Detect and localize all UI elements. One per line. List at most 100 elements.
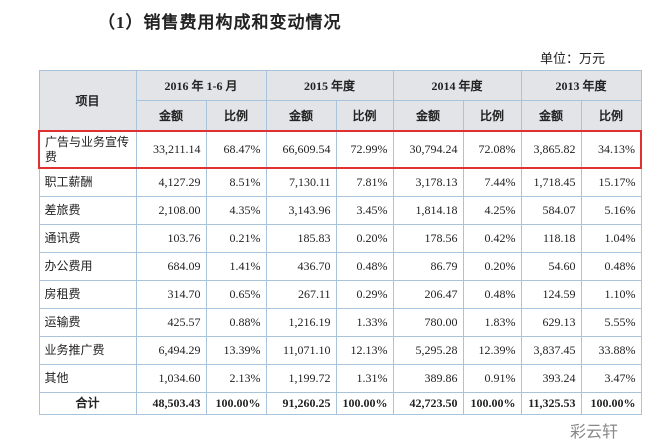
data-row: 房租费 314.70 0.65% 267.11 0.29% 206.47 0.48% 124.… xyxy=(38,280,642,309)
row-label: 合计 xyxy=(38,392,137,415)
data-row: 职工薪酬 4,127.29 8.51% 7,130.11 7.81% 3,178.13 7.… xyxy=(38,167,642,197)
cell: 393.24 xyxy=(520,364,582,393)
header-row: 项目 2016 年 1-6 月 2015 年度 2014 年度 2013 年度 xyxy=(38,70,642,132)
cell: 34.13% xyxy=(580,130,643,169)
cell: 1.04% xyxy=(580,224,642,253)
cell: 100.00% xyxy=(205,392,267,415)
cell: 0.20% xyxy=(462,252,522,281)
period-header: 2013 年度 xyxy=(520,70,642,101)
row-label: 差旅费 xyxy=(38,196,137,225)
data-row: 业务推广费 6,494.29 13.39% 11,071.10 12.13% 5,295.… xyxy=(38,336,642,365)
period-header: 2014 年度 xyxy=(392,70,522,101)
cell: 0.21% xyxy=(205,224,267,253)
cell: 4,127.29 xyxy=(135,167,207,197)
cell: 11,325.53 xyxy=(520,392,582,415)
cell: 780.00 xyxy=(392,308,464,337)
cell: 91,260.25 xyxy=(265,392,337,415)
cell: 8.51% xyxy=(205,167,267,197)
row-label: 运输费 xyxy=(38,308,137,337)
cell: 6,494.29 xyxy=(135,336,207,365)
cell: 68.47% xyxy=(205,130,267,169)
cell: 178.56 xyxy=(392,224,464,253)
data-row: 办公费用 684.09 1.41% 436.70 0.48% 86.79 0.20% 54.6… xyxy=(38,252,642,281)
cell: 12.13% xyxy=(335,336,394,365)
cell: 0.88% xyxy=(205,308,267,337)
total-row: 合计 48,503.43 100.00% 91,260.25 100.00% 42,723… xyxy=(38,392,642,415)
cell: 584.07 xyxy=(520,196,582,225)
cell: 3.47% xyxy=(580,364,642,393)
row-label: 广告与业务宣传费 xyxy=(38,130,137,169)
subheader: 金额 xyxy=(520,100,582,132)
cell: 5.16% xyxy=(580,196,642,225)
data-row: 其他 1,034.60 2.13% 1,199.72 1.31% 389.86 0.91% 3… xyxy=(38,364,642,393)
cell: 86.79 xyxy=(392,252,464,281)
title: （1）销售费用构成和变动情况 xyxy=(98,13,342,32)
cell: 7.81% xyxy=(335,167,394,197)
subheader: 比例 xyxy=(205,100,267,132)
cell: 124.59 xyxy=(520,280,582,309)
cell: 72.08% xyxy=(462,130,522,169)
cell: 1,216.19 xyxy=(265,308,337,337)
data-row: 通讯费 103.76 0.21% 185.83 0.20% 178.56 0.42% 118.… xyxy=(38,224,642,253)
expense-table: 项目 2016 年 1-6 月 2015 年度 2014 年度 2013 年度 金额 比例金… xyxy=(38,70,643,415)
period-header: 2016 年 1-6 月 xyxy=(135,70,267,101)
cell: 1,718.45 xyxy=(520,167,582,197)
cell: 0.48% xyxy=(580,252,642,281)
cell: 42,723.50 xyxy=(392,392,464,415)
cell: 0.48% xyxy=(462,280,522,309)
subheader: 比例 xyxy=(462,100,522,132)
cell: 48,503.43 xyxy=(135,392,207,415)
cell: 0.65% xyxy=(205,280,267,309)
cell: 4.35% xyxy=(205,196,267,225)
cell: 3,178.13 xyxy=(392,167,464,197)
cell: 389.86 xyxy=(392,364,464,393)
cell: 1,034.60 xyxy=(135,364,207,393)
cell: 2,108.00 xyxy=(135,196,207,225)
subheader-row: 金额 比例 金额 比例 金额 比例 金额 比例 xyxy=(39,100,642,132)
item-header: 项目 xyxy=(38,70,137,132)
cell: 0.91% xyxy=(462,364,522,393)
cell: 72.99% xyxy=(335,130,394,169)
cell: 0.20% xyxy=(335,224,394,253)
cell: 0.42% xyxy=(462,224,522,253)
row-label: 办公费用 xyxy=(38,252,137,281)
data-row: 广告与业务宣传费 33,211.14 68.47% 66,609.54 72.99% 30… xyxy=(38,130,643,169)
subheader: 比例 xyxy=(580,100,642,132)
row-label: 其他 xyxy=(38,364,137,393)
row-label: 业务推广费 xyxy=(38,336,137,365)
cell: 100.00% xyxy=(462,392,522,415)
watermark: 彩云轩 xyxy=(570,422,619,441)
unit: 单位：万元 xyxy=(540,51,606,66)
cell: 1.31% xyxy=(335,364,394,393)
cell: 1.83% xyxy=(462,308,522,337)
cell: 684.09 xyxy=(135,252,207,281)
period-header: 2015 年度 xyxy=(265,70,394,101)
row-label: 职工薪酬 xyxy=(38,167,137,197)
cell: 3,837.45 xyxy=(520,336,582,365)
cell: 436.70 xyxy=(265,252,337,281)
cell: 206.47 xyxy=(392,280,464,309)
cell: 1.10% xyxy=(580,280,642,309)
cell: 12.39% xyxy=(462,336,522,365)
cell: 314.70 xyxy=(135,280,207,309)
data-row: 运输费 425.57 0.88% 1,216.19 1.33% 780.00 1.83% 62… xyxy=(38,308,642,337)
cell: 4.25% xyxy=(462,196,522,225)
cell: 7.44% xyxy=(462,167,522,197)
cell: 5.55% xyxy=(580,308,642,337)
subheader: 金额 xyxy=(135,100,207,132)
cell: 3,143.96 xyxy=(265,196,337,225)
cell: 267.11 xyxy=(265,280,337,309)
cell: 0.48% xyxy=(335,252,394,281)
cell: 3.45% xyxy=(335,196,394,225)
cell: 629.13 xyxy=(520,308,582,337)
cell: 3,865.82 xyxy=(520,130,582,169)
subheader: 比例 xyxy=(335,100,394,132)
cell: 54.60 xyxy=(520,252,582,281)
cell: 7,130.11 xyxy=(265,167,337,197)
cell: 11,071.10 xyxy=(265,336,337,365)
cell: 33.88% xyxy=(580,336,642,365)
cell: 2.13% xyxy=(205,364,267,393)
cell: 15.17% xyxy=(580,167,642,197)
cell: 1,814.18 xyxy=(392,196,464,225)
